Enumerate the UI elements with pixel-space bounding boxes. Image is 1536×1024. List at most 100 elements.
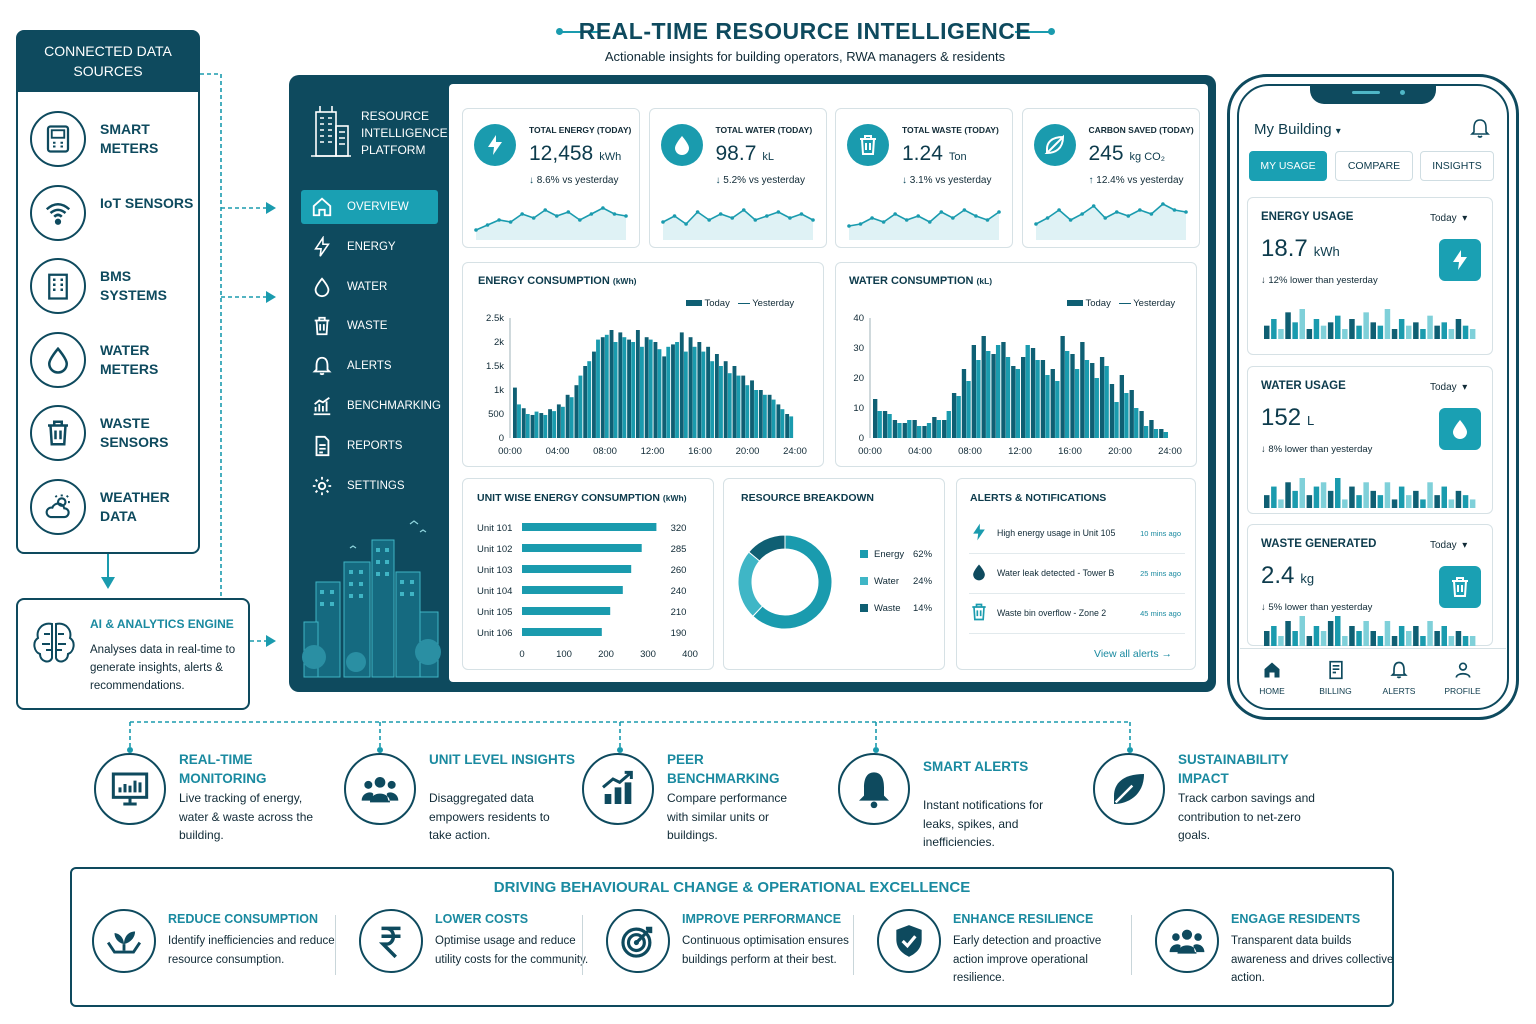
period-select[interactable]: Today ▾ — [1430, 540, 1468, 551]
bar-yesterday — [710, 361, 715, 438]
alerts-title: ALERTS & NOTIFICATIONS — [970, 492, 1107, 504]
benefit-description: Continuous optimisation ensures building… — [682, 935, 849, 966]
phone-nav-alerts[interactable]: ALERTS — [1371, 660, 1427, 696]
bar-today — [1050, 369, 1055, 438]
feature-description: Disaggregated data empowers residents to… — [429, 791, 550, 842]
nav-overview[interactable]: OVERVIEW — [301, 190, 438, 224]
bar-today — [971, 345, 977, 438]
wifi-sensor-icon — [30, 184, 86, 241]
nav-benchmarking[interactable]: BENCHMARKING — [301, 389, 441, 423]
bar-today — [723, 361, 728, 438]
source-item-2: BMS SYSTEMS — [30, 258, 195, 320]
divider — [335, 915, 336, 975]
alert-item[interactable]: High energy usage in Unit 105 10 mins ag… — [969, 522, 1185, 554]
nav-reports[interactable]: REPORTS — [301, 429, 438, 463]
phone-tab-insights[interactable]: INSIGHTS — [1420, 151, 1494, 181]
bar-today — [1109, 384, 1115, 438]
water-chart-title: WATER CONSUMPTION (kL) — [849, 275, 993, 287]
kpi-change: ↓ 5.2% vs yesterday — [715, 175, 806, 186]
bar-today — [1040, 360, 1046, 438]
usage-bar — [1391, 636, 1398, 646]
usage-value: 152 L — [1261, 404, 1315, 431]
phone-card-0 — [1247, 197, 1493, 355]
alert-item[interactable]: Waste bin overflow - Zone 2 45 mins ago — [969, 602, 1185, 634]
usage-bar — [1306, 636, 1313, 646]
usage-bar — [1427, 621, 1433, 646]
bar-today — [653, 342, 658, 438]
bolt-icon — [311, 235, 333, 258]
usage-bar — [1384, 309, 1391, 339]
y-tick-label: 1k — [494, 385, 504, 396]
usage-bar — [1441, 626, 1447, 646]
nav-energy[interactable]: ENERGY — [301, 230, 438, 264]
bar-yesterday — [613, 342, 618, 438]
bar-today — [922, 426, 927, 438]
breakdown-title: RESOURCE BREAKDOWN — [741, 492, 875, 504]
phone-tab-compare[interactable]: COMPARE — [1335, 151, 1413, 181]
phone-nav-profile[interactable]: PROFILE — [1435, 660, 1491, 696]
usage-bar — [1462, 325, 1469, 339]
feature-description: Instant notifications for leaks, spikes,… — [923, 798, 1044, 849]
alert-item[interactable]: Water leak detected - Tower B 25 mins ag… — [969, 562, 1185, 594]
bar-today — [1011, 366, 1016, 438]
usage-bar — [1356, 495, 1362, 508]
usage-change: ↓ 8% lower than yesterday — [1261, 444, 1373, 455]
bolt-icon — [969, 522, 989, 547]
bar-today — [1129, 390, 1134, 438]
phone-title[interactable]: My Building ▾ — [1254, 121, 1341, 138]
bar-yesterday — [1065, 351, 1070, 438]
arrow-down-icon: ↓ — [902, 175, 907, 186]
kpi-value: 1.24 Ton — [902, 142, 967, 165]
nav-settings[interactable]: SETTINGS — [301, 469, 438, 503]
bar-yesterday — [926, 423, 932, 438]
period-select[interactable]: Today ▾ — [1430, 382, 1468, 393]
bar-today — [1001, 342, 1006, 438]
phone-nav-home[interactable]: HOME — [1244, 660, 1300, 696]
period-select[interactable]: Today ▾ — [1430, 213, 1468, 224]
usage-bar — [1306, 495, 1313, 508]
x-tick-label: 00:00 — [858, 446, 882, 457]
phone-tab-my-usage[interactable]: MY USAGE — [1249, 151, 1327, 181]
usage-bar — [1349, 319, 1355, 339]
bolt-icon — [1439, 239, 1481, 281]
usage-bar — [1363, 312, 1369, 339]
y-tick-label: 40 — [853, 313, 864, 324]
leaf-icon — [1093, 753, 1165, 825]
bar-today — [521, 408, 526, 438]
usage-bar — [1391, 499, 1398, 508]
bar-yesterday — [569, 397, 574, 438]
nav-alerts[interactable]: ALERTS — [301, 349, 438, 383]
unit-label: Unit 104 — [477, 586, 512, 597]
divider — [582, 915, 583, 975]
legend-percent: 62% — [913, 549, 933, 560]
page-subtitle: Actionable insights for building operato… — [604, 49, 1006, 64]
bar-today — [1159, 429, 1164, 438]
bar-today — [539, 413, 544, 438]
bar-yesterday — [1114, 402, 1119, 438]
phone-nav-billing[interactable]: BILLING — [1308, 660, 1364, 696]
view-all-alerts-link[interactable]: View all alerts → — [1094, 648, 1173, 660]
unit-bar — [522, 586, 623, 594]
kpi-sparkline — [474, 206, 628, 240]
bar-yesterday — [976, 360, 981, 438]
bar-today — [574, 385, 579, 438]
benefit-description: Early detection and proactive action imp… — [953, 935, 1102, 984]
bar-today — [741, 375, 746, 438]
usage-bar — [1349, 486, 1355, 508]
source-item-4: WASTE SENSORS — [30, 405, 195, 467]
x-tick-label: 24:00 — [783, 446, 807, 457]
bar-yesterday — [1134, 408, 1139, 438]
nav-waste[interactable]: WASTE — [301, 309, 438, 343]
bar-today — [714, 354, 719, 438]
bolt-icon — [474, 124, 516, 166]
bell-icon[interactable] — [1470, 117, 1490, 139]
bar-yesterday — [1153, 429, 1159, 438]
bar-today — [981, 336, 986, 438]
usage-bar — [1427, 315, 1433, 339]
bar-today — [635, 330, 640, 438]
bar-today — [942, 420, 947, 438]
bar-yesterday — [666, 346, 671, 438]
nav-water[interactable]: WATER — [301, 270, 438, 304]
legend-swatch — [860, 604, 868, 612]
